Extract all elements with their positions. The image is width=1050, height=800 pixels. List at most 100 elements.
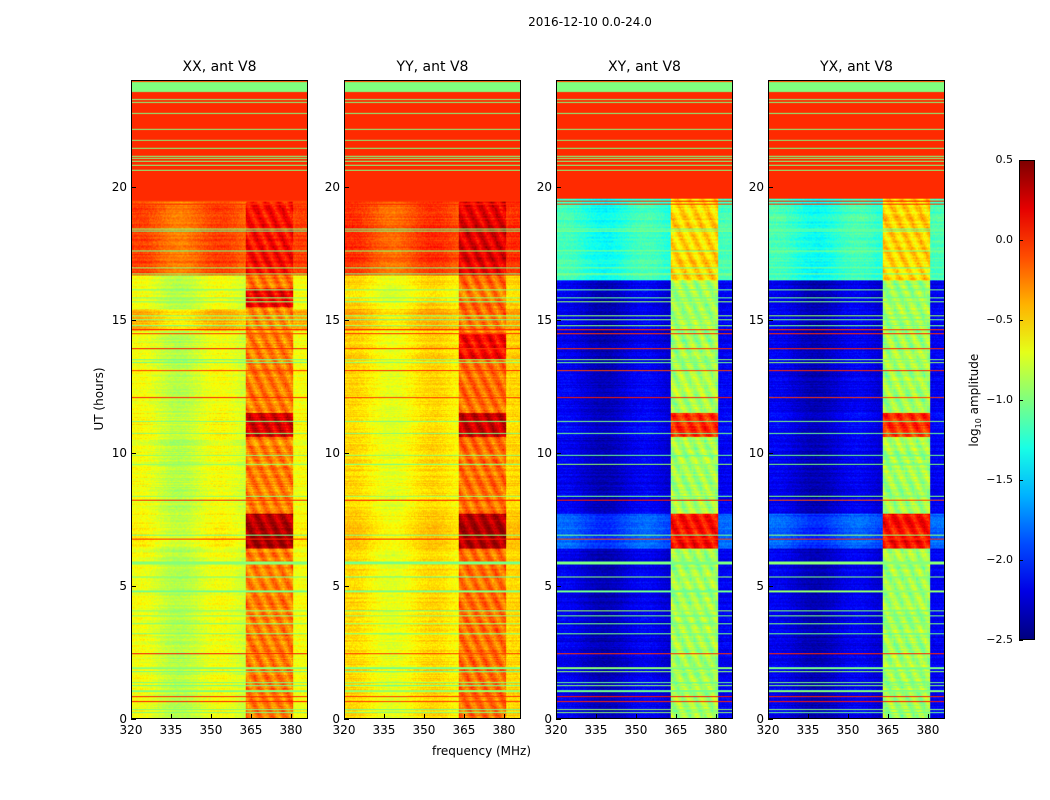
y-tick-mark <box>768 452 773 454</box>
y-tick-mark <box>344 452 349 454</box>
x-tick-mark <box>170 714 172 719</box>
panel-title: YY, ant V8 <box>396 59 469 75</box>
y-tick-label: 10 <box>748 445 764 460</box>
spectrogram-1 <box>344 80 521 719</box>
colorbar-tick-mark <box>1019 240 1023 241</box>
y-tick-mark <box>344 319 349 321</box>
y-tick-label: 20 <box>748 179 764 194</box>
y-tick-label: 20 <box>536 179 552 194</box>
x-tick-label: 365 <box>664 723 688 737</box>
colorbar-tick-label: −0.5 <box>986 313 1013 326</box>
y-tick-label: 10 <box>111 445 127 460</box>
colorbar-tick-mark <box>1019 480 1023 481</box>
x-tick-label: 365 <box>452 723 476 737</box>
x-axis-label: frequency (MHz) <box>432 744 532 758</box>
panel-title: XX, ant V8 <box>182 59 257 75</box>
x-tick-mark <box>595 714 597 719</box>
x-tick-label: 350 <box>199 723 223 737</box>
y-tick-label: 5 <box>119 578 127 593</box>
x-tick-mark <box>807 714 809 719</box>
colorbar-tick-mark <box>1019 160 1023 161</box>
y-tick-mark <box>131 319 136 321</box>
y-tick-label: 15 <box>536 312 552 327</box>
x-tick-label: 380 <box>916 723 940 737</box>
y-tick-label: 0 <box>119 712 127 726</box>
y-tick-mark <box>344 719 349 720</box>
x-tick-label: 335 <box>159 723 183 737</box>
y-tick-mark <box>556 319 561 321</box>
x-tick-mark <box>383 714 385 719</box>
x-tick-label: 365 <box>876 723 900 737</box>
y-tick-mark <box>556 585 561 587</box>
y-tick-label: 5 <box>544 578 552 593</box>
y-tick-mark <box>768 719 773 720</box>
figure-title: 2016-12-10 0.0-24.0 <box>528 15 652 29</box>
x-tick-mark <box>847 714 849 719</box>
x-tick-mark <box>927 714 929 719</box>
colorbar-tick-mark <box>1019 560 1023 561</box>
x-tick-label: 380 <box>279 723 303 737</box>
y-axis-label: UT (hours) <box>92 367 106 431</box>
y-tick-mark <box>768 319 773 321</box>
spectrogram-2 <box>556 80 733 719</box>
y-tick-mark <box>768 585 773 587</box>
y-tick-label: 10 <box>324 445 340 460</box>
colorbar-tick-label: 0.5 <box>995 153 1014 166</box>
x-tick-mark <box>344 714 345 719</box>
y-tick-mark <box>131 585 136 587</box>
y-tick-mark <box>344 186 349 188</box>
x-tick-label: 320 <box>544 723 568 737</box>
colorbar-tick-mark <box>1019 400 1023 401</box>
colorbar-tick-label: −1.0 <box>986 393 1013 406</box>
colorbar-tick-label: −2.5 <box>986 633 1013 646</box>
x-tick-mark <box>210 714 212 719</box>
x-tick-mark <box>463 714 465 719</box>
y-tick-label: 10 <box>536 445 552 460</box>
y-tick-mark <box>131 452 136 454</box>
x-tick-mark <box>131 714 132 719</box>
y-tick-mark <box>131 186 136 188</box>
x-tick-label: 320 <box>332 723 356 737</box>
y-tick-mark <box>556 719 561 720</box>
spectrogram-3 <box>768 80 945 719</box>
x-tick-label: 350 <box>624 723 648 737</box>
x-tick-label: 350 <box>836 723 860 737</box>
x-tick-label: 380 <box>492 723 516 737</box>
colorbar-tick-label: −1.5 <box>986 473 1013 486</box>
x-tick-mark <box>675 714 677 719</box>
colorbar-tick-mark <box>1019 640 1023 641</box>
y-tick-label: 5 <box>756 578 764 593</box>
y-tick-mark <box>344 585 349 587</box>
y-tick-mark <box>556 186 561 188</box>
x-tick-label: 380 <box>704 723 728 737</box>
y-tick-label: 20 <box>111 179 127 194</box>
y-tick-label: 0 <box>756 712 764 726</box>
colorbar-tick-mark <box>1019 320 1023 321</box>
y-tick-label: 15 <box>324 312 340 327</box>
x-tick-mark <box>423 714 425 719</box>
x-tick-mark <box>635 714 637 719</box>
y-tick-label: 0 <box>544 712 552 726</box>
y-tick-mark <box>768 186 773 188</box>
colorbar-tick-label: −2.0 <box>986 553 1013 566</box>
x-tick-label: 350 <box>412 723 436 737</box>
x-tick-label: 320 <box>756 723 780 737</box>
x-tick-mark <box>250 714 252 719</box>
y-tick-label: 15 <box>111 312 127 327</box>
y-tick-label: 0 <box>332 712 340 726</box>
y-tick-label: 5 <box>332 578 340 593</box>
x-tick-mark <box>887 714 889 719</box>
panel-title: YX, ant V8 <box>820 59 893 75</box>
y-tick-label: 15 <box>748 312 764 327</box>
x-tick-mark <box>290 714 292 719</box>
x-tick-label: 335 <box>796 723 820 737</box>
x-tick-mark <box>768 714 769 719</box>
spectrogram-0 <box>131 80 308 719</box>
x-tick-label: 365 <box>239 723 263 737</box>
colorbar-tick-label: 0.0 <box>995 233 1014 246</box>
x-tick-mark <box>715 714 717 719</box>
y-tick-mark <box>131 719 136 720</box>
x-tick-label: 335 <box>584 723 608 737</box>
y-tick-label: 20 <box>324 179 340 194</box>
x-tick-label: 320 <box>119 723 143 737</box>
